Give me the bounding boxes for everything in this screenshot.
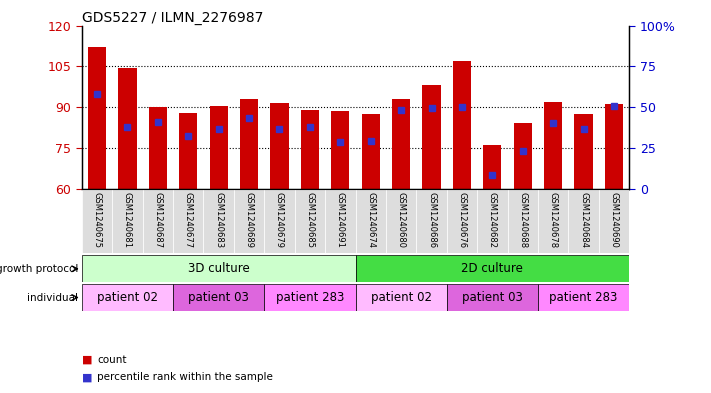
Text: patient 03: patient 03 — [462, 291, 523, 304]
Bar — [356, 189, 386, 253]
Bar — [362, 114, 380, 189]
Text: 3D culture: 3D culture — [188, 262, 250, 275]
Bar — [82, 189, 112, 253]
Text: GSM1240679: GSM1240679 — [275, 192, 284, 248]
Text: GDS5227 / ILMN_2276987: GDS5227 / ILMN_2276987 — [82, 11, 263, 24]
Bar — [149, 107, 167, 189]
Bar — [513, 123, 532, 189]
Bar — [264, 284, 356, 311]
Bar — [301, 110, 319, 189]
Text: patient 02: patient 02 — [370, 291, 432, 304]
Text: growth protocol: growth protocol — [0, 264, 78, 274]
Bar — [82, 255, 356, 282]
Text: GSM1240676: GSM1240676 — [457, 192, 466, 248]
Text: GSM1240685: GSM1240685 — [306, 192, 314, 248]
Bar — [447, 189, 477, 253]
Text: patient 03: patient 03 — [188, 291, 249, 304]
Bar — [294, 189, 325, 253]
Text: GSM1240675: GSM1240675 — [92, 192, 102, 248]
Bar — [118, 68, 137, 189]
Bar — [270, 103, 289, 189]
Bar — [544, 102, 562, 189]
Text: ■: ■ — [82, 372, 92, 382]
Bar — [203, 189, 234, 253]
Text: GSM1240680: GSM1240680 — [397, 192, 405, 248]
Bar — [234, 189, 264, 253]
Bar — [88, 47, 106, 189]
Text: ■: ■ — [82, 354, 92, 365]
Bar — [392, 99, 410, 189]
Bar — [483, 145, 501, 189]
Text: GSM1240687: GSM1240687 — [154, 192, 162, 248]
Bar — [173, 189, 203, 253]
Bar — [210, 106, 228, 189]
Bar — [356, 284, 447, 311]
Text: GSM1240691: GSM1240691 — [336, 192, 345, 248]
Text: patient 283: patient 283 — [550, 291, 618, 304]
Bar — [508, 189, 538, 253]
Text: GSM1240684: GSM1240684 — [579, 192, 588, 248]
Bar — [417, 189, 447, 253]
Bar — [477, 189, 508, 253]
Text: GSM1240677: GSM1240677 — [183, 192, 193, 248]
Text: GSM1240683: GSM1240683 — [214, 192, 223, 248]
Bar — [599, 189, 629, 253]
Text: GSM1240689: GSM1240689 — [245, 192, 254, 248]
Text: GSM1240686: GSM1240686 — [427, 192, 436, 248]
Bar — [264, 189, 294, 253]
Bar — [356, 255, 629, 282]
Bar — [574, 114, 593, 189]
Bar — [173, 284, 264, 311]
Text: percentile rank within the sample: percentile rank within the sample — [97, 372, 273, 382]
Bar — [143, 189, 173, 253]
Text: individual: individual — [27, 292, 78, 303]
Text: GSM1240681: GSM1240681 — [123, 192, 132, 248]
Bar — [112, 189, 143, 253]
Bar — [422, 85, 441, 189]
Text: patient 02: patient 02 — [97, 291, 158, 304]
Bar — [179, 112, 198, 189]
Bar — [386, 189, 417, 253]
Text: GSM1240688: GSM1240688 — [518, 192, 528, 248]
Bar — [240, 99, 258, 189]
Bar — [325, 189, 356, 253]
Text: count: count — [97, 354, 127, 365]
Bar — [568, 189, 599, 253]
Text: GSM1240690: GSM1240690 — [609, 192, 619, 248]
Bar — [453, 61, 471, 189]
Text: GSM1240674: GSM1240674 — [366, 192, 375, 248]
Bar — [447, 284, 538, 311]
Text: GSM1240682: GSM1240682 — [488, 192, 497, 248]
Text: patient 283: patient 283 — [276, 291, 344, 304]
Bar — [331, 111, 349, 189]
Text: 2D culture: 2D culture — [461, 262, 523, 275]
Bar — [605, 105, 623, 189]
Bar — [538, 284, 629, 311]
Bar — [82, 284, 173, 311]
Text: GSM1240678: GSM1240678 — [549, 192, 557, 248]
Bar — [538, 189, 568, 253]
